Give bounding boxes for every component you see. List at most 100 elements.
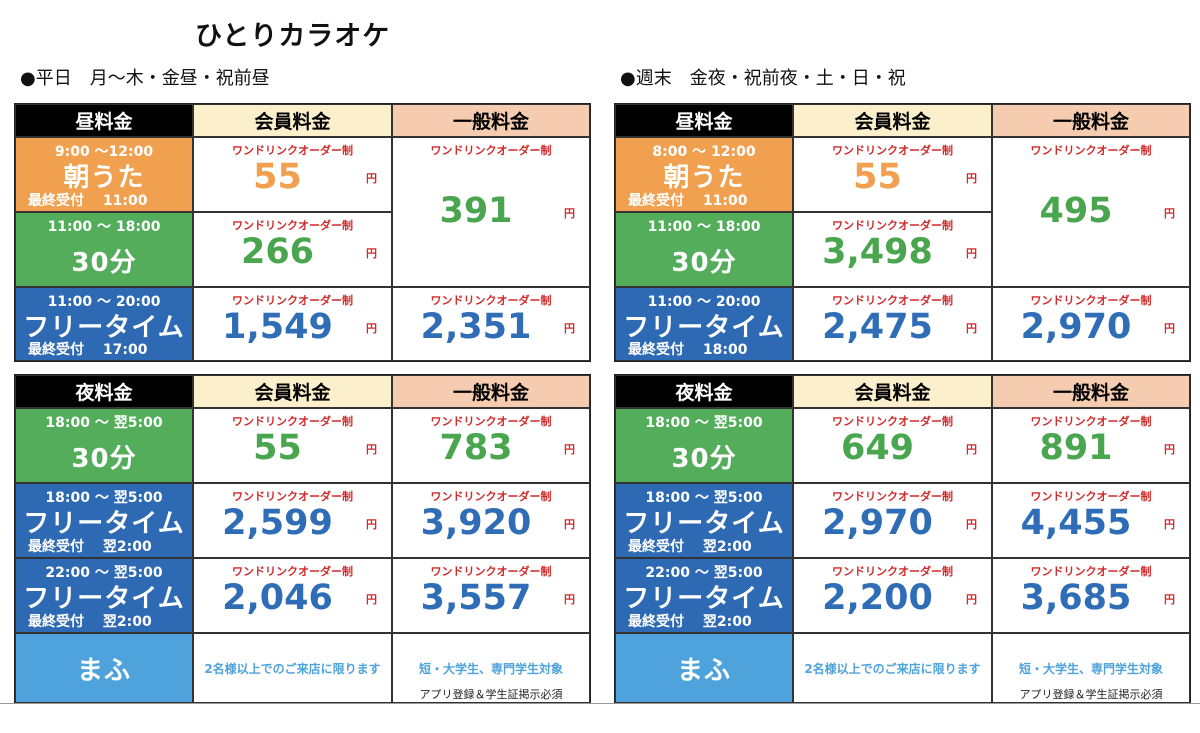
night-freetime-member-price: ワンドリンクオーダー制 2,599 円 [193,483,392,558]
yen-unit: 円 [966,247,977,260]
price-amount: 3,685 [1020,578,1132,618]
price-amount: 891 [1039,428,1113,468]
price-amount: 266 [240,232,315,272]
freetime-label: 11:00 ～ 20:00 フリータイム 最終受付 18:00 [615,287,793,361]
night-rate-header: 夜料金 [15,375,193,408]
yen-unit: 円 [564,593,575,606]
price-amount: 3,498 [822,232,933,272]
thirty-min-time: 11:00 ～ 18:00 [647,219,761,235]
price-amount: 1,549 [222,307,333,347]
weekday-day-table: 昼料金 会員料金 一般料金 9:00 ～12:00 朝うた 最終受付 11:00… [14,103,591,362]
yen-unit: 円 [1164,443,1175,456]
thirty-min-time: 11:00 ～ 18:00 [47,219,161,235]
price-amount: 55 [253,157,302,197]
one-drink-note: ワンドリンクオーダー制 [1030,565,1152,578]
yen-unit: 円 [1164,322,1175,335]
yen-unit: 円 [366,322,377,335]
yen-unit: 円 [366,593,377,606]
price-amount: 55 [253,428,302,468]
price-amount: 2,351 [420,307,532,347]
late-freetime-time: 22:00 ～ 翌5:00 [45,565,163,581]
one-drink-note: ワンドリンクオーダー制 [430,294,552,307]
mafu-member-note: 2名様以上でのご来店に限ります [193,633,392,703]
late-freetime-title: フリータイム [623,584,785,614]
freetime-label: 11:00 ～ 20:00 フリータイム 最終受付 17:00 [15,287,193,361]
one-drink-note: ワンドリンクオーダー制 [232,144,353,157]
one-drink-note: ワンドリンクオーダー制 [232,565,353,578]
one-drink-note: ワンドリンクオーダー制 [1030,415,1152,428]
thirty-min-label: 11:00 ～ 18:00 30分 [615,212,793,287]
yen-unit: 円 [966,443,977,456]
asauta-time: 9:00 ～12:00 [54,144,154,160]
yen-unit: 円 [564,322,575,335]
yen-unit: 円 [366,443,377,456]
freetime-last-entry: 最終受付 17:00 [28,342,148,358]
price-amount: 2,475 [822,307,933,347]
one-drink-note: ワンドリンクオーダー制 [430,415,552,428]
one-drink-note: ワンドリンクオーダー制 [832,219,953,232]
freetime-last-entry: 最終受付 18:00 [628,342,748,358]
price-amount: 783 [439,428,513,468]
night-freetime-last-entry: 最終受付 翌2:00 [28,539,152,555]
late-freetime-label: 22:00 ～ 翌5:00 フリータイム 最終受付 翌2:00 [615,558,793,633]
student-id-note: アプリ登録＆学生証掲示必須 [1019,688,1163,701]
night-thirty-general-price: ワンドリンクオーダー制 783 円 [392,408,590,483]
price-amount: 2,200 [822,578,933,618]
night-thirty-general-price: ワンドリンクオーダー制 891 円 [992,408,1190,483]
late-freetime-member-price: ワンドリンクオーダー制 2,200 円 [793,558,992,633]
mafu-label: まふ [15,633,193,703]
asauta-title: 朝うた [663,163,745,193]
price-amount: 55 [853,157,902,197]
asauta-label: 9:00 ～12:00 朝うた 最終受付 11:00 [15,137,193,212]
general-rate-header: 一般料金 [992,104,1190,137]
student-id-note: アプリ登録＆学生証掲示必須 [419,688,563,701]
general-rate-header: 一般料金 [392,375,590,408]
late-freetime-general-price: ワンドリンクオーダー制 3,557 円 [392,558,590,633]
one-drink-note: ワンドリンクオーダー制 [832,565,953,578]
thirty-min-member-price: ワンドリンクオーダー制 3,498 円 [793,212,992,287]
price-amount: 2,599 [222,503,333,543]
one-drink-note: ワンドリンクオーダー制 [832,144,953,157]
asauta-time: 8:00 ～ 12:00 [652,144,756,160]
yen-unit: 円 [966,518,977,531]
late-freetime-member-price: ワンドリンクオーダー制 2,046 円 [193,558,392,633]
price-amount: 3,920 [420,503,532,543]
night-rate-header: 夜料金 [615,375,793,408]
night-thirty-member-price: ワンドリンクオーダー制 649 円 [793,408,992,483]
night-freetime-title: フリータイム [23,509,185,539]
night-freetime-title: フリータイム [623,509,785,539]
one-drink-note: ワンドリンクオーダー制 [232,294,353,307]
yen-unit: 円 [966,593,977,606]
price-amount: 2,046 [222,578,333,618]
yen-unit: 円 [366,247,377,260]
one-drink-note: ワンドリンクオーダー制 [232,415,353,428]
thirty-min-member-price: ワンドリンクオーダー制 266 円 [193,212,392,287]
asauta-title: 朝うた [63,163,145,193]
price-amount: 649 [840,428,915,468]
member-rate-header: 会員料金 [793,375,992,408]
freetime-member-price: ワンドリンクオーダー制 1,549 円 [193,287,392,361]
freetime-general-price: ワンドリンクオーダー制 2,351 円 [392,287,590,361]
yen-unit: 円 [1164,207,1175,220]
thirty-min-title: 30分 [71,248,137,278]
late-freetime-last-entry: 最終受付 翌2:00 [28,614,152,630]
price-amount: 2,970 [1020,307,1132,347]
night-thirty-time: 18:00 ～ 翌5:00 [45,415,163,431]
late-freetime-time: 22:00 ～ 翌5:00 [645,565,763,581]
freetime-time: 11:00 ～ 20:00 [47,294,161,310]
price-amount: 495 [1039,191,1113,231]
price-amount: 4,455 [1020,503,1132,543]
one-drink-note: ワンドリンクオーダー制 [832,415,953,428]
bottom-divider [0,703,1200,704]
yen-unit: 円 [966,172,977,185]
student-target-note: 短・大学生、専門学生対象 [1018,662,1163,676]
freetime-title: フリータイム [23,313,185,343]
freetime-time: 11:00 ～ 20:00 [647,294,761,310]
member-rate-header: 会員料金 [793,104,992,137]
yen-unit: 円 [966,322,977,335]
night-thirty-time: 18:00 ～ 翌5:00 [645,415,763,431]
asauta-last-entry: 最終受付 11:00 [628,193,748,209]
one-drink-note: ワンドリンクオーダー制 [1030,490,1152,503]
one-drink-note: ワンドリンクオーダー制 [232,490,353,503]
one-drink-note: ワンドリンクオーダー制 [430,490,552,503]
